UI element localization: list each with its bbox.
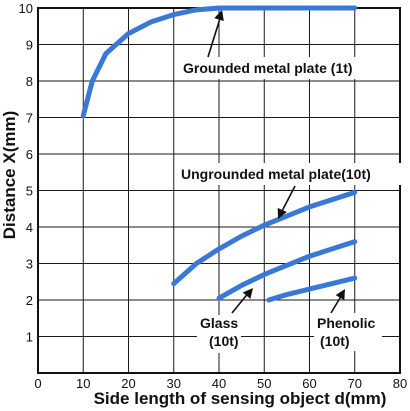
y-tick-label-0: 1 <box>26 330 33 345</box>
y-tick-label-8: 9 <box>26 38 33 53</box>
annotation-glass: Glass (10t) <box>197 288 253 353</box>
annotation-phenolic: Phenolic (10t) <box>314 289 382 351</box>
x-tick-label-6: 60 <box>302 376 316 391</box>
annotation-glass-label-2: (10t) <box>209 333 239 349</box>
x-tick-label-3: 30 <box>167 376 181 391</box>
x-tick-label-5: 50 <box>257 376 271 391</box>
y-axis-title: Distance X(mm) <box>0 111 19 239</box>
y-tick-label-4: 5 <box>26 184 33 199</box>
y-tick-label-6: 7 <box>26 111 33 126</box>
series-layer <box>80 5 358 303</box>
tick-labels: 0 10 20 30 40 50 60 70 80 1 2 3 4 5 6 7 8 9 10 <box>19 1 408 391</box>
x-tick-label-4: 40 <box>212 376 226 391</box>
y-tick-label-2: 3 <box>26 257 33 272</box>
y-tick-label-7: 8 <box>26 74 33 89</box>
annotation-phenolic-label-1: Phenolic <box>317 315 376 331</box>
y-tick-label-1: 2 <box>26 293 33 308</box>
x-tick-label-8: 80 <box>393 376 407 391</box>
y-tick-label-3: 4 <box>26 220 33 235</box>
x-tick-label-0: 0 <box>34 376 41 391</box>
series-line-0 <box>80 5 358 119</box>
annotation-glass-arrowhead <box>242 288 253 299</box>
annotation-phenolic-arrowhead <box>335 289 345 301</box>
y-tick-label-9: 10 <box>19 1 33 16</box>
annotation-ungrounded-arrowhead <box>277 207 287 219</box>
annotation-grounded: Grounded metal plate (1t) <box>178 10 388 79</box>
annotation-grounded-label: Grounded metal plate (1t) <box>183 60 353 76</box>
y-tick-label-5: 6 <box>26 147 33 162</box>
annotation-phenolic-label-2: (10t) <box>320 333 350 349</box>
x-tick-label-7: 70 <box>348 376 362 391</box>
x-tick-label-2: 20 <box>121 376 135 391</box>
series-line-2 <box>216 239 358 301</box>
annotation-grounded-arrowhead <box>214 10 224 22</box>
series-line-1 <box>171 189 358 287</box>
series-line-3 <box>266 275 358 303</box>
x-axis-title: Side length of sensing object d(mm) <box>94 389 387 408</box>
x-tick-label-1: 10 <box>76 376 90 391</box>
annotation-ungrounded: Ungrounded metal plate(10t) <box>176 163 406 219</box>
annotation-ungrounded-label: Ungrounded metal plate(10t) <box>181 166 371 182</box>
annotation-glass-label-1: Glass <box>200 315 238 331</box>
